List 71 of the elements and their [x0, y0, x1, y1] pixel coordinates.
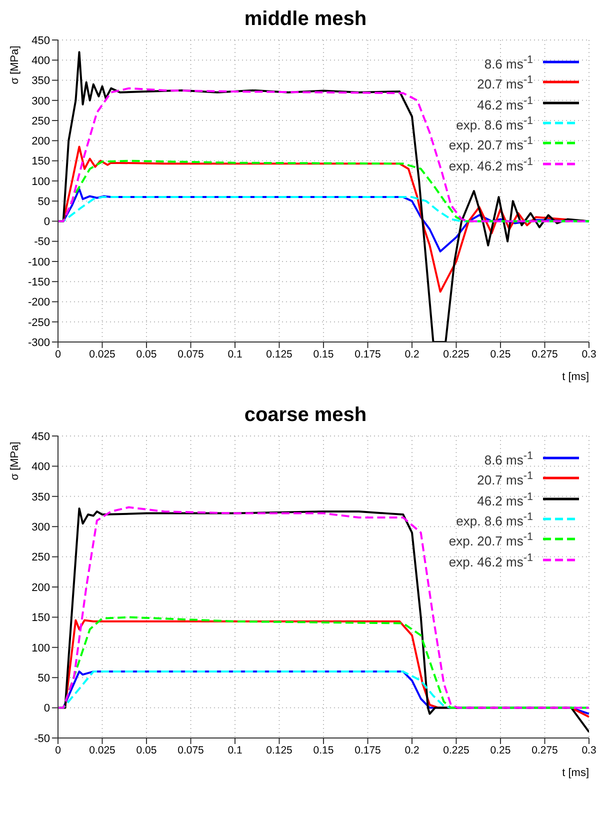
y-tick-label: 450 — [32, 430, 50, 443]
y-tick-label: 0 — [44, 702, 50, 715]
x-tick-label: 0.025 — [89, 744, 116, 756]
y-tick-label: -200 — [28, 296, 50, 309]
y-tick-label: 200 — [32, 136, 50, 148]
x-tick-label: 0.275 — [532, 744, 558, 756]
x-tick-label: 0.275 — [532, 348, 558, 360]
y-tick-label: 100 — [32, 642, 50, 654]
legend-label: 8.6 ms$^{-1}$ — [484, 53, 533, 72]
y-tick-label: 50 — [38, 196, 50, 208]
y-tick-label: 300 — [32, 522, 50, 534]
x-tick-label: 0.175 — [354, 348, 382, 360]
y-tick-label: -100 — [28, 256, 50, 268]
x-axis-title: t [ms] — [562, 767, 589, 779]
y-tick-label: 150 — [32, 612, 50, 624]
y-tick-label: -50 — [34, 236, 50, 248]
legend-label: exp. 20.7 ms$^{-1}$ — [448, 530, 533, 550]
legend-label: exp. 8.6 ms$^{-1}$ — [456, 114, 533, 134]
x-tick-label: 0.1 — [228, 348, 242, 360]
x-tick-label: 0 — [55, 744, 62, 756]
x-tick-label: 0.2 — [404, 744, 420, 756]
y-tick-label: -250 — [28, 316, 50, 329]
legend-label: 20.7 ms$^{-1}$ — [477, 73, 533, 93]
x-tick-label: 0.15 — [313, 744, 334, 756]
y-tick-label: 350 — [32, 491, 50, 504]
x-tick-label: 0.05 — [136, 348, 157, 360]
legend-label: 46.2 ms$^{-1}$ — [477, 94, 533, 113]
x-tick-label: 0.125 — [266, 744, 293, 756]
y-tick-label: 250 — [32, 115, 50, 128]
x-tick-label: 0.175 — [354, 744, 382, 756]
y-tick-label: 200 — [32, 582, 50, 594]
y-tick-label: -50 — [34, 732, 50, 745]
y-tick-label: -300 — [28, 336, 50, 349]
x-tick-label: 0.225 — [443, 348, 470, 360]
x-tick-label: 0.25 — [490, 348, 511, 360]
x-tick-label: 0.15 — [313, 348, 334, 360]
y-axis-title: σ [MPa] — [9, 442, 21, 480]
x-tick-label: 0.075 — [178, 348, 204, 360]
legend-label: exp. 20.7 ms$^{-1}$ — [448, 134, 533, 154]
y-tick-label: 350 — [32, 75, 50, 88]
x-tick-label: 0.3 — [582, 348, 596, 360]
x-tick-label: 0.3 — [582, 744, 596, 756]
y-axis-title: σ [MPa] — [9, 46, 21, 84]
y-tick-label: 250 — [32, 552, 50, 564]
x-tick-label: 0.125 — [266, 348, 293, 360]
y-tick-label: -150 — [28, 276, 50, 289]
legend-label: 20.7 ms$^{-1}$ — [477, 469, 533, 489]
x-tick-label: 0 — [55, 348, 62, 360]
legend-label: exp. 8.6 ms$^{-1}$ — [456, 510, 533, 530]
x-axis-title: t [ms] — [562, 371, 589, 383]
x-tick-label: 0.025 — [89, 348, 116, 360]
y-tick-label: 150 — [32, 156, 50, 168]
y-tick-label: 50 — [38, 672, 50, 685]
x-tick-label: 0.2 — [404, 348, 420, 360]
y-tick-label: 450 — [32, 34, 50, 47]
y-tick-label: 300 — [32, 95, 50, 108]
chart-title: middle mesh — [243, 8, 368, 32]
y-tick-label: 400 — [32, 461, 50, 474]
y-tick-label: 100 — [32, 176, 50, 188]
x-tick-label: 0.075 — [178, 744, 204, 756]
chart-title: coarse mesh — [243, 404, 368, 428]
x-tick-label: 0.05 — [136, 744, 157, 756]
x-tick-label: 0.1 — [228, 744, 242, 756]
legend-label: exp. 46.2 ms$^{-1}$ — [448, 154, 533, 174]
legend-label: exp. 46.2 ms$^{-1}$ — [448, 550, 533, 570]
legend-label: 46.2 ms$^{-1}$ — [477, 490, 533, 509]
x-tick-label: 0.225 — [443, 744, 470, 756]
x-tick-label: 0.25 — [490, 744, 511, 756]
y-tick-label: 400 — [32, 55, 50, 68]
legend-label: 8.6 ms$^{-1}$ — [484, 449, 533, 468]
y-tick-label: 0 — [44, 216, 50, 228]
